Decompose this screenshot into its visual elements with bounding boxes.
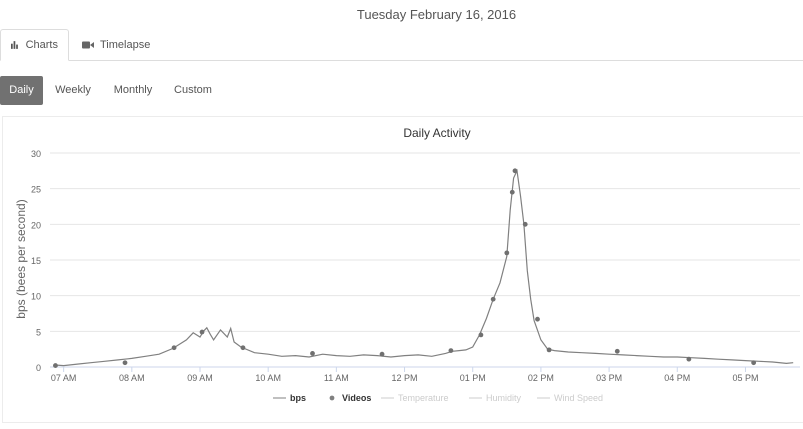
- y-tick-label: 25: [31, 185, 41, 195]
- video-marker: [171, 345, 177, 351]
- x-axis: 07 AM 08 AM 09 AM 10 AM 11 AM 12 PM 01 PM 02 PM…: [51, 367, 758, 383]
- chart-legend: bps Videos Temperature Humidity Wind Speed: [273, 393, 603, 403]
- tab-timelapse[interactable]: Timelapse: [72, 29, 162, 60]
- page-date: Tuesday February 16, 2016: [356, 7, 517, 22]
- video-marker: [53, 363, 58, 368]
- x-tick-label: 03 PM: [596, 373, 622, 383]
- video-marker: [490, 296, 496, 302]
- bar-chart-icon: [11, 41, 18, 49]
- video-marker: [509, 189, 515, 195]
- video-marker: [522, 221, 528, 227]
- video-marker: [546, 347, 552, 353]
- legend-item-temperature[interactable]: Temperature: [398, 393, 449, 403]
- x-tick-label: 10 AM: [255, 373, 281, 383]
- tab-timelapse-label: Timelapse: [100, 38, 151, 51]
- video-marker: [686, 356, 692, 362]
- y-axis-label: bps (bees per second): [14, 199, 28, 318]
- y-tick-label: 15: [31, 256, 41, 266]
- bps-series-line: [53, 168, 794, 367]
- y-tick-label: 20: [31, 220, 41, 230]
- x-tick-label: 01 PM: [460, 373, 486, 383]
- video-marker: [478, 332, 484, 338]
- video-marker: [512, 168, 518, 174]
- y-tick-label: 0: [36, 363, 41, 373]
- video-marker: [504, 250, 510, 256]
- legend-item-videos[interactable]: Videos: [342, 393, 371, 403]
- y-tick-label: 5: [36, 327, 41, 337]
- range-monthly-button[interactable]: Monthly: [113, 84, 153, 96]
- video-marker: [535, 316, 540, 322]
- video-camera-icon: [82, 41, 94, 48]
- legend-item-bps[interactable]: bps: [290, 393, 306, 403]
- legend-item-wind-speed[interactable]: Wind Speed: [554, 393, 603, 403]
- range-daily-button[interactable]: Daily: [0, 76, 43, 105]
- y-tick-label: 30: [31, 149, 41, 159]
- video-marker: [379, 351, 385, 357]
- daily-activity-chart: Daily Activity bps (bees per second) 0 5 1…: [14, 126, 800, 403]
- x-tick-label: 04 PM: [664, 373, 690, 383]
- y-grid: 0 5 10 15 20 25 30: [31, 149, 800, 373]
- video-marker: [614, 348, 620, 354]
- x-tick-label: 12 PM: [392, 373, 418, 383]
- video-marker: [199, 329, 205, 335]
- chart-title: Daily Activity: [403, 126, 470, 140]
- range-custom-button[interactable]: Custom: [174, 84, 212, 96]
- video-marker: [448, 348, 454, 353]
- video-marker: [240, 345, 246, 351]
- x-tick-label: 07 AM: [51, 373, 77, 383]
- view-tabs: Charts Timelapse: [0, 29, 803, 61]
- x-tick-label: 05 PM: [732, 373, 758, 383]
- range-weekly-button[interactable]: Weekly: [55, 84, 91, 96]
- legend-symbol-videos: [329, 395, 335, 401]
- tab-charts-label: Charts: [25, 39, 58, 51]
- tab-charts[interactable]: Charts: [0, 29, 69, 61]
- legend-item-humidity[interactable]: Humidity: [486, 393, 522, 403]
- video-marker: [310, 351, 315, 356]
- x-tick-label: 08 AM: [119, 373, 145, 383]
- video-marker: [751, 360, 757, 366]
- x-tick-label: 09 AM: [187, 373, 213, 383]
- x-tick-label: 02 PM: [528, 373, 554, 383]
- video-marker: [122, 360, 128, 366]
- series-layer: [53, 168, 794, 368]
- x-tick-label: 11 AM: [324, 373, 349, 383]
- y-tick-label: 10: [31, 292, 41, 302]
- chart-panel: Daily Activity bps (bees per second) 0 5 1…: [2, 116, 803, 423]
